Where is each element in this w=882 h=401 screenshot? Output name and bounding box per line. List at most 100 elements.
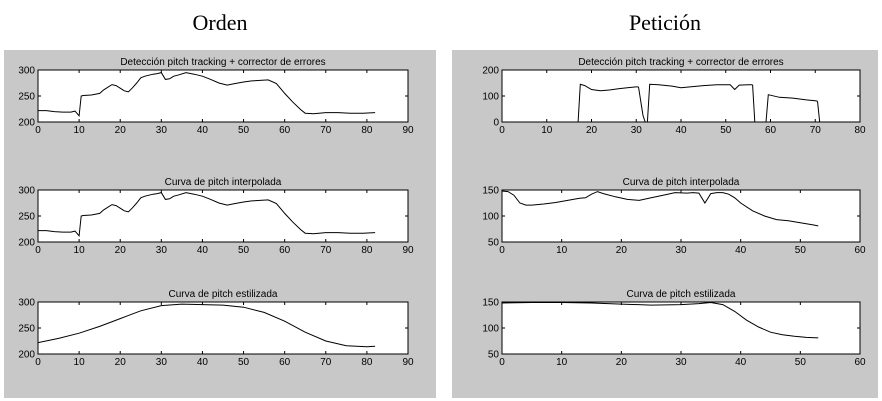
right-panel-title: Petición	[628, 10, 702, 35]
left-figure-svg: Detección pitch tracking + corrector de …	[18, 57, 414, 368]
x-tick-label: 20	[586, 125, 598, 136]
y-tick-label: 100	[482, 92, 499, 103]
series-line-1-seg-7	[817, 101, 860, 122]
x-tick-label: 30	[156, 125, 168, 136]
plot-right-3: Curva de pitch estilizada 0 10 20 30 40 50 60 50…	[482, 289, 866, 368]
x-tick-label: 30	[156, 245, 168, 256]
series-line-1-seg-1	[38, 72, 376, 117]
y-tick-label: 300	[18, 66, 35, 77]
x-tick-label: 70	[320, 357, 332, 368]
y-tick-label: 100	[482, 212, 499, 223]
x-tick-label: 10	[556, 245, 568, 256]
left-figure-panel: Detección pitch tracking + corrector de …	[4, 50, 436, 398]
y-tick-label: 200	[18, 118, 35, 129]
plot-area	[501, 301, 861, 355]
x-tick-label: 40	[197, 357, 209, 368]
right-figure-panel: Detección pitch tracking + corrector de …	[452, 50, 878, 398]
subplot-title: Curva de pitch estilizada	[627, 289, 736, 300]
x-tick-label: 30	[156, 357, 168, 368]
series-line-1-seg-1	[38, 192, 376, 237]
x-tick-label: 30	[631, 125, 643, 136]
y-tick-label: 0	[493, 118, 499, 129]
x-tick-label: 20	[616, 245, 628, 256]
plot-left-3: Curva de pitch estilizada 0 10 20 30 40 50 60 70…	[18, 289, 414, 368]
x-tick-label: 20	[115, 125, 127, 136]
y-tick-label: 150	[482, 298, 499, 309]
y-tick-label: 200	[18, 238, 35, 249]
x-tick-label: 50	[795, 357, 807, 368]
y-tick-label: 250	[18, 212, 35, 223]
x-tick-label: 60	[279, 357, 291, 368]
x-tick-label: 70	[320, 245, 332, 256]
x-tick-label: 70	[320, 125, 332, 136]
x-tick-label: 0	[35, 125, 41, 136]
y-tick-label: 50	[488, 350, 500, 361]
plot-right-1: Detección pitch tracking + corrector de …	[482, 57, 866, 136]
series-line-1-seg-5	[752, 84, 766, 122]
subplot-title: Curva de pitch interpolada	[165, 177, 282, 188]
x-tick-label: 60	[279, 245, 291, 256]
series-line-1-seg-6	[765, 94, 818, 122]
x-tick-label: 90	[402, 357, 414, 368]
x-tick-label: 40	[735, 357, 747, 368]
plot-left-1: Detección pitch tracking + corrector de …	[18, 57, 414, 136]
series-line-1-seg-3	[638, 86, 648, 122]
series-line-1-seg-1	[502, 302, 819, 339]
x-tick-label: 10	[74, 357, 86, 368]
x-tick-label: 10	[74, 245, 86, 256]
x-tick-label: 60	[765, 125, 777, 136]
x-tick-label: 80	[361, 357, 373, 368]
x-tick-label: 50	[238, 357, 250, 368]
subplot-title: Detección pitch tracking + corrector de …	[578, 57, 783, 68]
series-line-1-seg-4	[646, 83, 753, 122]
plot-area	[501, 189, 861, 243]
x-tick-label: 40	[197, 125, 209, 136]
x-tick-label: 40	[675, 125, 687, 136]
series-line-1-seg-1	[502, 190, 819, 227]
x-tick-label: 50	[795, 245, 807, 256]
plot-left-2: Curva de pitch interpolada 0 10 20 30 40 50 60 7…	[18, 177, 414, 256]
x-tick-label: 0	[35, 245, 41, 256]
plot-area	[501, 69, 861, 123]
plot-area	[37, 69, 409, 123]
series-line-1-seg-2	[577, 83, 639, 122]
x-tick-label: 20	[616, 357, 628, 368]
x-tick-label: 50	[238, 125, 250, 136]
x-tick-label: 80	[854, 125, 866, 136]
x-tick-label: 0	[35, 357, 41, 368]
series-line-1-seg-1	[38, 303, 376, 348]
left-panel-title: Orden	[192, 10, 248, 35]
x-tick-label: 0	[499, 245, 505, 256]
subplot-title: Curva de pitch interpolada	[623, 177, 740, 188]
x-tick-label: 90	[402, 245, 414, 256]
x-tick-label: 90	[402, 125, 414, 136]
x-tick-label: 60	[854, 357, 866, 368]
x-tick-label: 40	[197, 245, 209, 256]
x-tick-label: 70	[810, 125, 822, 136]
y-tick-label: 250	[18, 92, 35, 103]
plot-right-2: Curva de pitch interpolada 0 10 20 30 40 50 60 5…	[482, 177, 866, 256]
x-tick-label: 40	[735, 245, 747, 256]
right-figure-svg: Detección pitch tracking + corrector de …	[482, 57, 866, 368]
x-tick-label: 50	[238, 245, 250, 256]
x-tick-label: 20	[115, 245, 127, 256]
y-tick-label: 200	[482, 66, 499, 77]
x-tick-label: 30	[675, 245, 687, 256]
x-tick-label: 60	[279, 125, 291, 136]
y-tick-label: 100	[482, 324, 499, 335]
subplot-title: Curva de pitch estilizada	[169, 289, 278, 300]
y-tick-label: 300	[18, 298, 35, 309]
x-tick-label: 10	[74, 125, 86, 136]
subplot-title: Detección pitch tracking + corrector de …	[120, 57, 325, 68]
x-tick-label: 10	[541, 125, 553, 136]
x-tick-label: 50	[720, 125, 732, 136]
y-tick-label: 50	[488, 238, 500, 249]
y-tick-label: 200	[18, 350, 35, 361]
x-tick-label: 80	[361, 125, 373, 136]
y-tick-label: 300	[18, 186, 35, 197]
x-tick-label: 60	[854, 245, 866, 256]
x-tick-label: 10	[556, 357, 568, 368]
x-tick-label: 80	[361, 245, 373, 256]
x-tick-label: 30	[675, 357, 687, 368]
y-tick-label: 250	[18, 324, 35, 335]
